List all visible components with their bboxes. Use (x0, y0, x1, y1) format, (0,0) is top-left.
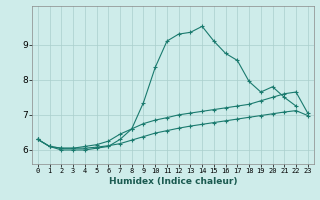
X-axis label: Humidex (Indice chaleur): Humidex (Indice chaleur) (108, 177, 237, 186)
